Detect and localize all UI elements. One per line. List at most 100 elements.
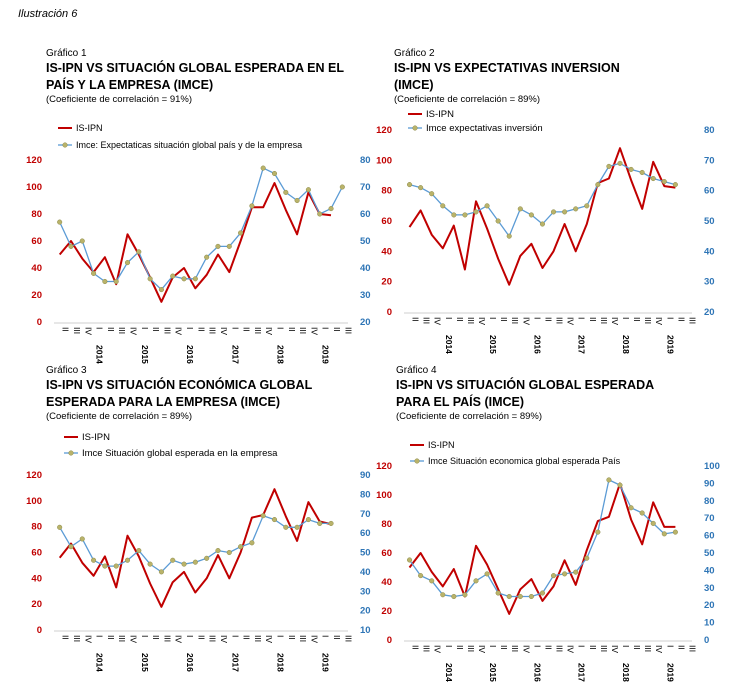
x-tick-label: III (253, 327, 263, 334)
y-right-tick-label: 60 (360, 528, 371, 539)
y-right-tick-label: 40 (360, 567, 371, 578)
data-point (562, 571, 568, 577)
x-tick-label: I (185, 327, 195, 329)
data-point (68, 544, 74, 550)
y-left-tick-label: 0 (37, 317, 42, 328)
y-left-tick-label: 40 (31, 263, 42, 274)
data-point (57, 219, 63, 225)
data-point (79, 536, 85, 542)
x-tick-label: II (61, 327, 71, 332)
data-point (550, 209, 557, 215)
x-tick-label: II (196, 327, 206, 332)
x-tick-label: II (151, 327, 161, 332)
x-tick-label: IV (309, 635, 319, 643)
grafico-label: Gráfico 1 (46, 48, 87, 59)
y-left-tick-label: 20 (31, 290, 42, 301)
data-point (102, 278, 108, 285)
illustration-label: Ilustración 6 (18, 8, 78, 20)
data-point (317, 211, 323, 217)
series-is-ipn (58, 182, 332, 303)
series-imce (406, 477, 678, 600)
series-imce-line (59, 167, 343, 291)
x-tick-label: IV (610, 317, 620, 325)
y-left-tick-label: 120 (26, 155, 42, 166)
y-right-tick-label: 70 (360, 509, 371, 520)
legend-label-imce: Imce Situación economica global esperada… (428, 456, 621, 466)
x-year-label: 2019 (665, 663, 675, 682)
y-left-tick-label: 60 (31, 548, 42, 559)
y-left-tick-label: 60 (381, 216, 392, 227)
data-point (495, 590, 501, 596)
data-point (528, 593, 534, 600)
y-right-tick-label: 60 (704, 186, 715, 197)
x-year-label: 2015 (488, 335, 498, 354)
x-tick-label: II (632, 317, 642, 322)
data-point (484, 203, 490, 209)
data-point (113, 563, 119, 569)
grafico-label: Gráfico 2 (394, 48, 435, 59)
correlation-note: (Coeficiente de correlación = 89%) (46, 411, 192, 422)
data-point (595, 182, 601, 188)
data-point (429, 578, 435, 584)
x-tick-label: I (577, 645, 587, 647)
x-tick-label: IV (477, 645, 487, 653)
correlation-note: (Coeficiente de correlación = 91%) (46, 94, 192, 105)
legend: IS-IPN Imce expectativas inversión (408, 109, 543, 134)
data-point (170, 557, 176, 563)
x-tick-label: III (510, 317, 520, 324)
series-is-ipn (408, 482, 676, 615)
x-tick-label: II (61, 635, 71, 640)
data-point (124, 557, 131, 563)
y-left-tick-label: 20 (31, 599, 42, 610)
y-left-tick-label: 80 (381, 186, 392, 197)
data-point (440, 203, 446, 209)
x-tick-label: II (455, 645, 465, 650)
y-left-tick-label: 80 (381, 519, 392, 530)
data-point (517, 206, 523, 212)
y-right-tick-label: 80 (704, 125, 715, 136)
x-tick-label: I (621, 317, 631, 319)
legend-marker-imce (414, 458, 420, 464)
data-point (102, 563, 108, 569)
x-tick-label: IV (174, 327, 184, 335)
series-imce (406, 160, 678, 239)
x-tick-label: III (466, 645, 476, 652)
correlation-note: (Coeficiente de correlación = 89%) (394, 94, 540, 105)
correlation-note: (Coeficiente de correlación = 89%) (396, 411, 542, 422)
data-point (249, 203, 255, 209)
data-point (595, 529, 601, 535)
x-tick-label: IV (309, 327, 319, 335)
x-tick-label: III (643, 317, 653, 324)
legend-marker-imce (412, 125, 418, 131)
data-point (418, 573, 424, 579)
x-tick-label: I (230, 327, 240, 329)
data-point (238, 230, 244, 236)
y-left-tick-label: 0 (387, 635, 392, 646)
data-point (462, 592, 468, 598)
x-tick-label: III (117, 327, 127, 334)
data-point (204, 254, 210, 260)
x-tick-label: IV (433, 317, 443, 325)
x-tick-label: III (117, 635, 127, 642)
x-tick-label: IV (566, 317, 576, 325)
legend-label-is-ipn: IS-IPN (76, 123, 103, 133)
data-point (451, 212, 457, 218)
data-point (260, 165, 266, 171)
series-imce (57, 513, 334, 575)
y-left-tick-label: 80 (31, 522, 42, 533)
data-point (113, 278, 119, 285)
data-point (539, 221, 546, 227)
grafico-label: Gráfico 4 (396, 365, 437, 376)
data-point (328, 206, 334, 212)
x-year-label: 2016 (185, 345, 195, 364)
data-point (283, 524, 289, 530)
x-tick-label: IV (477, 317, 487, 325)
data-point (484, 571, 490, 577)
data-point (271, 517, 278, 523)
data-point (238, 544, 244, 550)
data-point (215, 548, 221, 554)
legend-label-is-ipn: IS-IPN (428, 440, 455, 450)
y-left-tick-label: 120 (376, 125, 392, 136)
y-right-tick-label: 50 (360, 236, 371, 247)
x-tick-label: II (632, 645, 642, 650)
